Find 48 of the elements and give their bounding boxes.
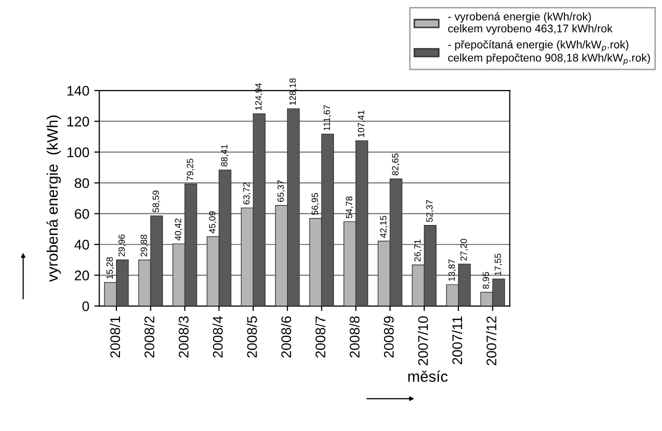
data-label: 124,94 [255, 83, 263, 110]
x-tick-label: 2008/1 [110, 316, 120, 358]
data-label: 54,78 [346, 196, 354, 218]
y-tick-label: 0 [82, 301, 90, 312]
data-label: 65,37 [277, 180, 285, 202]
data-label: 27,20 [460, 238, 468, 261]
data-label: 13,87 [448, 259, 456, 281]
data-label: 45,09 [209, 211, 217, 234]
y-tick-label: 100 [67, 147, 90, 158]
x-tick-label: 2007/12 [486, 316, 496, 366]
data-label: 26,71 [414, 240, 422, 262]
data-label: 88,41 [221, 144, 228, 166]
x-tick-label: 2008/4 [212, 316, 223, 358]
data-label: 15,28 [106, 257, 114, 279]
data-label: 29,88 [140, 234, 148, 256]
data-label: 111,67 [324, 105, 332, 130]
x-tick-label: 2007/10 [418, 316, 428, 366]
data-label: 42,15 [380, 216, 388, 238]
x-tick-label: 2007/11 [452, 316, 462, 364]
data-label: 107,41 [358, 110, 366, 137]
data-label: 82,65 [392, 153, 400, 176]
x-tick-label: 2008/8 [349, 316, 360, 358]
y-tick-label: 20 [74, 270, 90, 280]
y-axis-title: vyrobená energie (kWh) [46, 116, 61, 282]
x-tick-label: 2008/9 [384, 316, 394, 358]
x-tick-label: 2008/6 [280, 316, 292, 358]
legend-label: - vyrobená energie (kWh/rok) celkem vyrobeno 463,17 kWh/rok [448, 12, 613, 35]
x-tick-label: 2008/5 [246, 316, 257, 358]
data-label: 63,72 [243, 182, 251, 204]
data-label: 40,42 [174, 218, 182, 241]
y-tick-label: 60 [74, 208, 90, 219]
data-label: 52,37 [426, 200, 434, 222]
data-label: 79,25 [186, 158, 194, 180]
data-label: 17,55 [494, 254, 502, 276]
data-label: 58,59 [152, 190, 160, 212]
y-tick-label: 120 [67, 116, 90, 126]
data-label: 56,95 [312, 193, 320, 215]
data-label: 29,96 [118, 234, 126, 256]
y-tick-label: 80 [74, 178, 90, 188]
data-label: 8,95 [482, 272, 490, 289]
data-label: 128,18 [289, 78, 297, 105]
x-tick-label: 2008/3 [178, 316, 189, 358]
x-axis-title: měsíc [408, 370, 448, 382]
y-tick-label: 140 [67, 86, 90, 96]
y-tick-label: 40 [74, 240, 90, 250]
x-tick-label: 2008/2 [144, 316, 154, 358]
legend-label: - přepočítaná energie (kWh/kW$_{p}$.rok) celkem přepočteno 908,18 kWh/kW$_{p}$.rok) [448, 40, 650, 65]
x-tick-label: 2008/7 [315, 316, 326, 358]
